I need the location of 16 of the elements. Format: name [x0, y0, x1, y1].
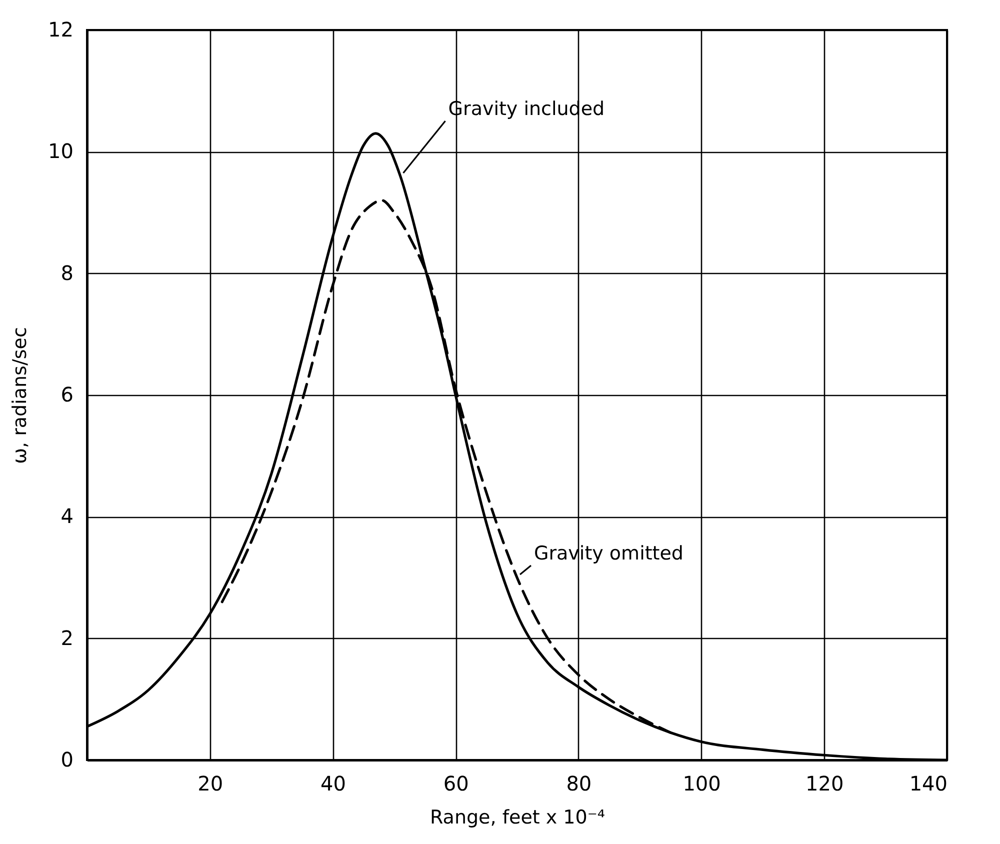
x-tick-label: 60 [443, 772, 469, 796]
x-tick-label: 20 [198, 772, 224, 796]
y-tick-label: 6 [60, 382, 74, 406]
y-axis-title: ω, radians/sec [9, 327, 32, 464]
x-axis-title: Range, feet x 10⁻⁴ [430, 806, 606, 828]
y-tick-label: 8 [60, 260, 74, 285]
x-tick-label: 120 [806, 772, 844, 796]
y-tick-label: 12 [48, 18, 74, 42]
y-tick-label: 4 [60, 504, 74, 528]
y-tick-label: 0 [60, 748, 74, 772]
x-tick-label: 40 [320, 772, 346, 796]
y-tick-label: 10 [48, 139, 74, 164]
y-tick-label: 2 [60, 626, 74, 650]
x-tick-label: 80 [566, 772, 592, 796]
x-tick-label: 100 [682, 772, 721, 796]
x-tick-label: 140 [909, 772, 948, 796]
